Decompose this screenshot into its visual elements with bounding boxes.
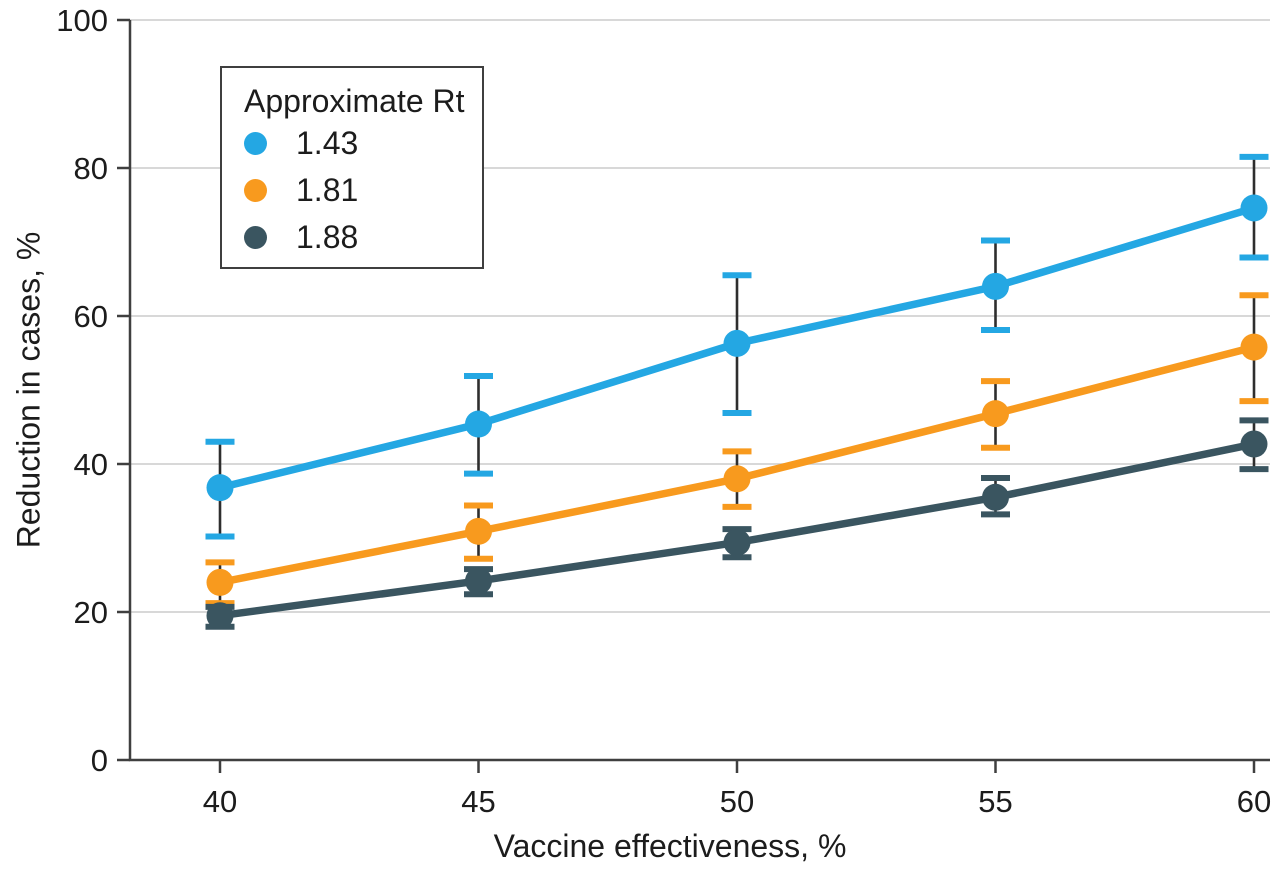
- y-tick-label: 20: [74, 595, 108, 630]
- legend-box: Approximate Rt 1.43 1.81 1.88: [220, 66, 484, 269]
- x-tick-label: 40: [203, 784, 237, 819]
- data-point-rt-1.43: [465, 410, 492, 438]
- y-tick-label: 0: [91, 743, 108, 778]
- y-tick-label: 100: [56, 3, 108, 38]
- data-point-rt-1.81: [723, 465, 751, 493]
- data-point-rt-1.88: [465, 567, 492, 595]
- data-point-rt-1.43: [1240, 194, 1268, 222]
- data-point-rt-1.43: [723, 329, 751, 357]
- data-point-rt-1.81: [206, 568, 234, 596]
- data-point-rt-1.81: [465, 517, 492, 545]
- data-point-rt-1.43: [982, 272, 1009, 300]
- legend-swatch-orange-icon: [244, 179, 267, 202]
- data-point-rt-1.81: [1240, 333, 1268, 361]
- x-tick-label: 60: [1237, 784, 1271, 819]
- y-axis-title: Reduction in cases, %: [10, 231, 47, 549]
- y-tick-label: 80: [74, 151, 108, 186]
- legend-swatch-slate-icon: [244, 226, 267, 249]
- x-tick-label: 45: [461, 784, 495, 819]
- x-tick-label: 55: [978, 784, 1012, 819]
- data-point-rt-1.88: [723, 528, 751, 556]
- data-point-rt-1.81: [982, 400, 1009, 428]
- x-axis-title: Vaccine effectiveness, %: [493, 828, 847, 864]
- data-point-rt-1.88: [982, 483, 1009, 511]
- legend-swatch-blue-icon: [244, 132, 267, 155]
- data-point-rt-1.88: [1240, 430, 1268, 458]
- legend-item-rt-1.81: 1.81: [244, 167, 482, 214]
- legend-item-label: 1.81: [296, 172, 359, 208]
- data-point-rt-1.88: [206, 602, 234, 630]
- legend-title: Approximate Rt: [244, 83, 465, 119]
- x-tick-label: 50: [720, 784, 754, 819]
- data-point-rt-1.43: [206, 474, 234, 502]
- legend-item-rt-1.43: 1.43: [244, 120, 482, 167]
- legend-item-rt-1.88: 1.88: [244, 214, 482, 261]
- y-tick-label: 40: [74, 447, 108, 482]
- legend-item-label: 1.43: [296, 125, 359, 161]
- y-tick-label: 60: [74, 299, 108, 334]
- legend-item-label: 1.88: [296, 219, 359, 255]
